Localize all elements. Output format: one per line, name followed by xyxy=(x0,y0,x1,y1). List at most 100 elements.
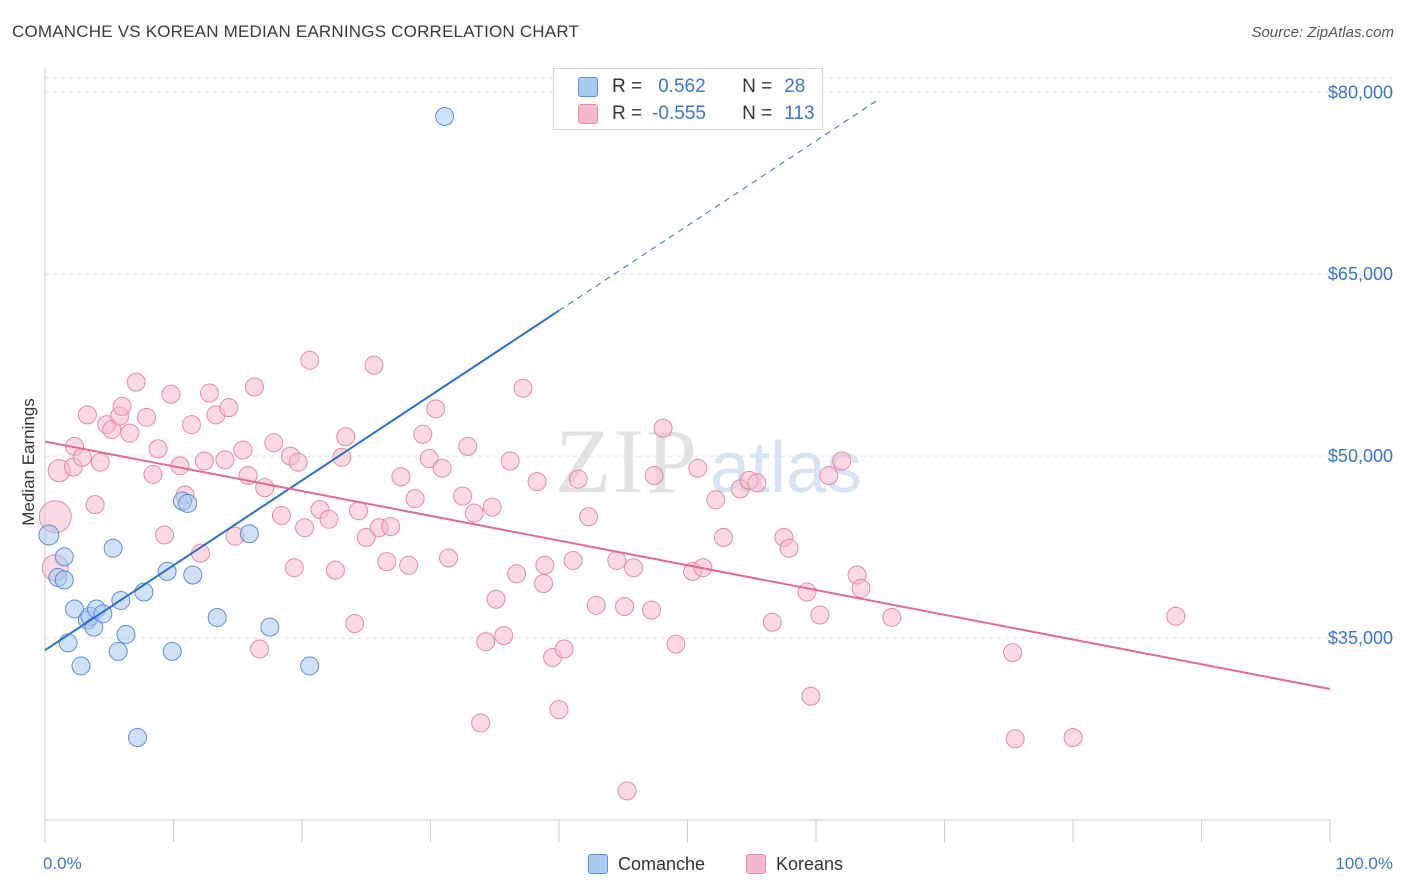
koreans-point xyxy=(476,632,496,652)
koreans-point xyxy=(486,589,506,609)
koreans-swatch xyxy=(746,854,766,874)
koreans-trend-line xyxy=(44,440,1331,690)
koreans-point xyxy=(1166,606,1186,626)
koreans-point xyxy=(255,478,275,498)
comanche-point xyxy=(300,656,320,676)
koreans-point xyxy=(513,378,533,398)
koreans-point xyxy=(126,372,146,392)
koreans-point xyxy=(819,466,839,486)
bottom-legend-koreans: Koreans xyxy=(746,851,843,877)
koreans-point xyxy=(688,458,708,478)
koreans-point xyxy=(615,597,635,617)
koreans-point xyxy=(797,582,817,602)
koreans-point xyxy=(851,578,871,598)
n-value: 113 xyxy=(784,103,815,124)
koreans-point xyxy=(432,458,452,478)
comanche-trend-line xyxy=(44,309,560,652)
koreans-point xyxy=(482,497,502,517)
koreans-point xyxy=(563,550,583,570)
comanche-point xyxy=(108,641,128,661)
n-label: N = xyxy=(742,76,773,97)
koreans-point xyxy=(1063,728,1083,748)
koreans-point xyxy=(438,548,458,568)
koreans-point xyxy=(364,355,384,375)
koreans-point xyxy=(713,527,733,547)
koreans-point xyxy=(527,472,547,492)
comanche-point xyxy=(128,728,148,748)
y-tick-label: $35,000 xyxy=(1328,628,1393,648)
koreans-point xyxy=(405,489,425,509)
chart-title: COMANCHE VS KOREAN MEDIAN EARNINGS CORRE… xyxy=(12,22,580,41)
koreans-point xyxy=(112,396,132,416)
comanche-point xyxy=(58,633,78,653)
koreans-point xyxy=(549,700,569,720)
koreans-point xyxy=(568,469,588,489)
koreans-point xyxy=(199,383,219,403)
koreans-point xyxy=(349,501,369,521)
correlation-legend: R = 0.562 N = 28 R = -0.555 N = 113 xyxy=(553,68,823,130)
koreans-point xyxy=(181,415,201,435)
y-tick-label: $80,000 xyxy=(1328,82,1393,102)
koreans-point xyxy=(706,490,726,510)
koreans-point xyxy=(381,516,401,536)
koreans-point xyxy=(250,639,270,659)
koreans-point xyxy=(453,486,473,506)
koreans-point xyxy=(666,634,686,654)
koreans-point xyxy=(137,407,157,427)
comanche-point xyxy=(207,607,227,627)
trend-lines xyxy=(44,97,1331,690)
koreans-point xyxy=(1005,729,1025,749)
koreans-point xyxy=(494,626,514,646)
comanche-point xyxy=(435,107,455,127)
watermark: ZIP atlas xyxy=(555,410,862,512)
comanche-point xyxy=(239,524,259,544)
koreans-point xyxy=(155,525,175,545)
koreans-point xyxy=(653,418,673,438)
koreans-point xyxy=(288,452,308,472)
comanche-point xyxy=(65,599,85,619)
legend-row-koreans: R = -0.555 N = 113 xyxy=(578,101,815,127)
koreans-point xyxy=(586,595,606,615)
comanche-trend-extension xyxy=(558,97,881,311)
koreans-point xyxy=(882,607,902,627)
x-tick-label-max: 100.0% xyxy=(1335,854,1393,873)
koreans-point xyxy=(284,558,304,578)
koreans-point xyxy=(1003,643,1023,663)
koreans-point xyxy=(500,451,520,471)
koreans-point xyxy=(295,518,315,538)
koreans-point xyxy=(194,451,214,471)
koreans-point xyxy=(426,399,446,419)
koreans-point xyxy=(120,423,140,443)
source-label: Source: ZipAtlas.com xyxy=(1251,24,1394,41)
koreans-point xyxy=(534,573,554,593)
koreans-point xyxy=(642,600,662,620)
koreans-point xyxy=(579,507,599,527)
x-tick-label-min: 0.0% xyxy=(43,854,82,873)
comanche-swatch xyxy=(578,77,598,97)
comanche-swatch xyxy=(588,854,608,874)
koreans-legend-label: Koreans xyxy=(776,853,844,874)
koreans-point xyxy=(832,451,852,471)
koreans-swatch xyxy=(578,104,598,124)
koreans-point xyxy=(413,424,433,444)
koreans-points xyxy=(38,350,1186,801)
r-value: 0.562 xyxy=(658,76,706,97)
watermark-zip: ZIP xyxy=(555,410,699,512)
koreans-point xyxy=(300,350,320,370)
koreans-point xyxy=(85,495,105,515)
koreans-point xyxy=(148,439,168,459)
koreans-point xyxy=(244,377,264,397)
koreans-point xyxy=(464,503,484,523)
koreans-point xyxy=(762,612,782,632)
koreans-point xyxy=(271,506,291,526)
comanche-point xyxy=(260,617,280,637)
koreans-point xyxy=(644,466,664,486)
koreans-point xyxy=(535,555,555,575)
comanche-legend-label: Comanche xyxy=(618,853,706,874)
grid-lines: $35,000 $50,000 $65,000 $80,000 xyxy=(45,77,1393,648)
comanche-point xyxy=(116,624,136,644)
koreans-point xyxy=(332,447,352,467)
koreans-point xyxy=(90,452,110,472)
n-label: N = xyxy=(742,103,773,124)
